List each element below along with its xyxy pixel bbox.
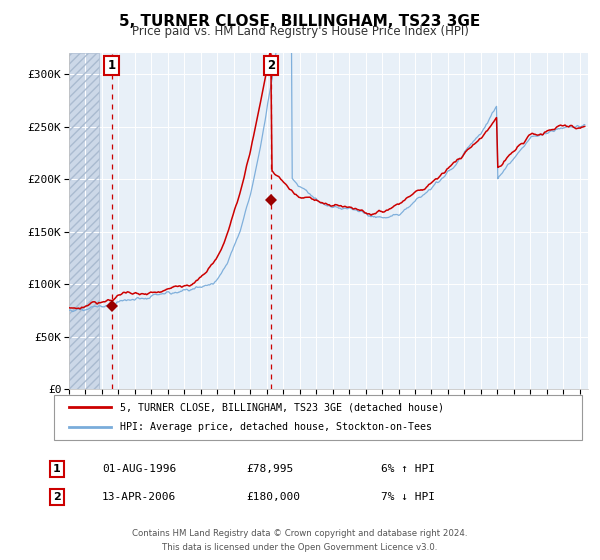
Text: £180,000: £180,000 — [246, 492, 300, 502]
Text: 01-AUG-1996: 01-AUG-1996 — [102, 464, 176, 474]
Text: 5, TURNER CLOSE, BILLINGHAM, TS23 3GE: 5, TURNER CLOSE, BILLINGHAM, TS23 3GE — [119, 14, 481, 29]
Text: 1: 1 — [107, 59, 116, 72]
Text: HPI: Average price, detached house, Stockton-on-Tees: HPI: Average price, detached house, Stoc… — [120, 422, 432, 432]
Text: 13-APR-2006: 13-APR-2006 — [102, 492, 176, 502]
Text: 7% ↓ HPI: 7% ↓ HPI — [381, 492, 435, 502]
Text: £78,995: £78,995 — [246, 464, 293, 474]
Text: 1: 1 — [53, 464, 61, 474]
Text: Price paid vs. HM Land Registry's House Price Index (HPI): Price paid vs. HM Land Registry's House … — [131, 25, 469, 38]
Text: 2: 2 — [267, 59, 275, 72]
Text: 6% ↑ HPI: 6% ↑ HPI — [381, 464, 435, 474]
Text: Contains HM Land Registry data © Crown copyright and database right 2024.: Contains HM Land Registry data © Crown c… — [132, 529, 468, 538]
Text: 5, TURNER CLOSE, BILLINGHAM, TS23 3GE (detached house): 5, TURNER CLOSE, BILLINGHAM, TS23 3GE (d… — [120, 402, 444, 412]
Bar — [69, 53, 98, 389]
Text: This data is licensed under the Open Government Licence v3.0.: This data is licensed under the Open Gov… — [163, 543, 437, 552]
Text: 2: 2 — [53, 492, 61, 502]
Bar — [69, 53, 98, 389]
